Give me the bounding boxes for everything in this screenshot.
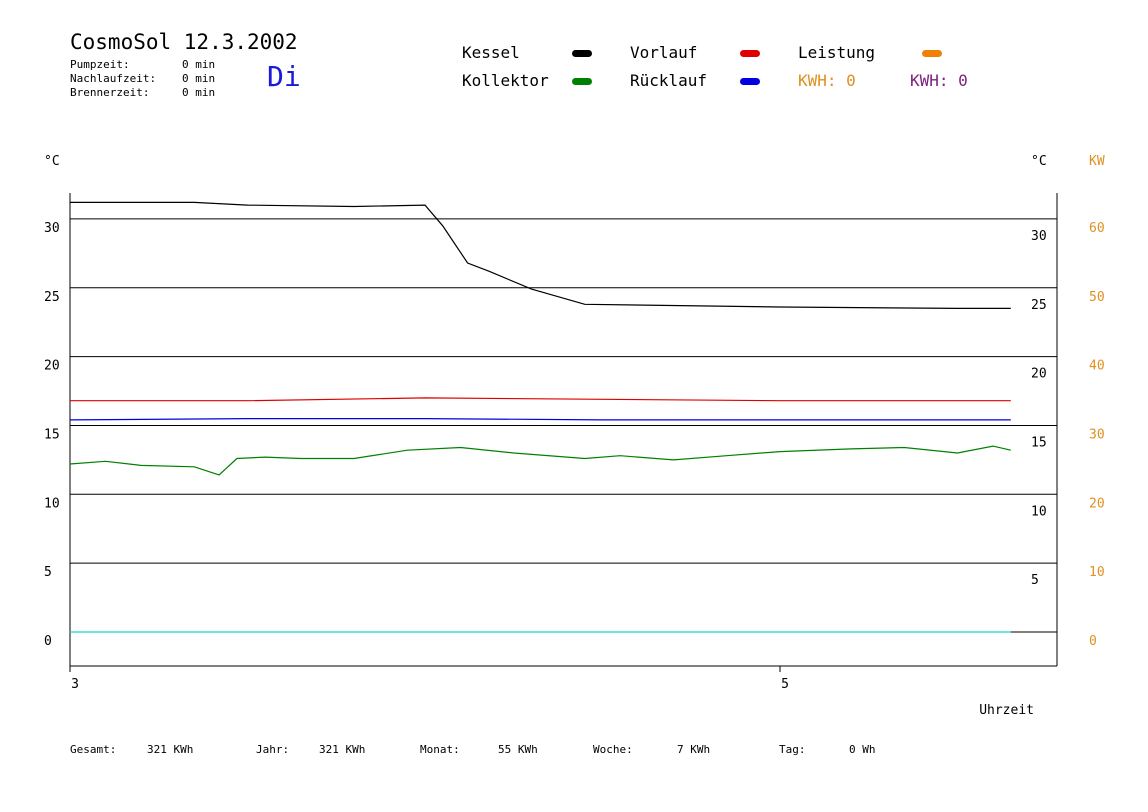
kw-tick-label: 20 — [1089, 496, 1105, 511]
kw-tick-label: 0 — [1089, 634, 1097, 649]
pumpzeit-value: 0 min — [182, 58, 216, 71]
y-tick-label-right: 10 — [1031, 504, 1047, 519]
legend-kwh-orange: KWH: 0 — [798, 71, 856, 90]
legend-kessel-label: Kessel — [462, 43, 520, 62]
footer-woche-value: 7 KWh — [677, 743, 711, 756]
y-tick-label-left: 30 — [44, 221, 60, 236]
pumpzeit-label: Pumpzeit: — [70, 58, 130, 71]
legend-ruecklauf-swatch — [740, 78, 760, 85]
footer-tag-label: Tag: — [779, 743, 806, 756]
footer-gesamt-label: Gesamt: — [70, 743, 117, 756]
legend-vorlauf-label: Vorlauf — [630, 43, 698, 62]
series-line-rcklauf — [69, 418, 1011, 421]
legend-kwh-purple: KWH: 0 — [910, 71, 968, 90]
y-tick-label-left: 15 — [44, 427, 60, 442]
kw-tick-label: 40 — [1089, 359, 1105, 374]
y-tick-label-right: 25 — [1031, 298, 1047, 313]
y-tick-label-right: 5 — [1031, 573, 1039, 588]
y-tick-label-left: 5 — [44, 565, 52, 580]
legend-leistung-label: Leistung — [798, 43, 876, 62]
legend-ruecklauf-label: Rücklauf — [630, 71, 708, 90]
page-title: CosmoSol 12.3.2002 — [70, 30, 298, 54]
y-tick-label-right: 15 — [1031, 435, 1047, 450]
x-tick-label: 3 — [71, 677, 79, 692]
y-tick-label-left: 20 — [44, 359, 60, 374]
kw-tick-label: 60 — [1089, 221, 1105, 236]
kw-tick-label: 10 — [1089, 565, 1105, 580]
brennerzeit-value: 0 min — [182, 86, 216, 99]
footer-monat-label: Monat: — [420, 743, 460, 756]
x-axis-label: Uhrzeit — [979, 703, 1034, 718]
kw-tick-label: 30 — [1089, 427, 1105, 442]
y-axis-unit-left: °C — [44, 154, 60, 169]
y-tick-label-left: 10 — [44, 496, 60, 511]
series-line-kessel — [70, 201, 1011, 309]
kw-tick-label: 50 — [1089, 290, 1105, 305]
footer-monat-value: 55 KWh — [498, 743, 538, 756]
y-tick-label-left: 0 — [44, 634, 52, 649]
legend-vorlauf-swatch — [740, 50, 760, 57]
footer-jahr-value: 321 KWh — [319, 743, 366, 756]
legend-leistung-swatch — [922, 50, 942, 57]
footer-woche-label: Woche: — [593, 743, 633, 756]
y-axis-unit-right: °C — [1031, 154, 1047, 169]
nachlaufzeit-value: 0 min — [182, 72, 216, 85]
legend-kessel-swatch — [572, 50, 592, 57]
footer-jahr-label: Jahr: — [256, 743, 290, 756]
brennerzeit-label: Brennerzeit: — [70, 86, 150, 99]
series-line-vorlauf — [70, 397, 1011, 402]
legend-kollektor-label: Kollektor — [462, 71, 549, 90]
y-tick-label-left: 25 — [44, 290, 60, 305]
kw-axis-unit: KW — [1089, 154, 1105, 169]
legend-kollektor-swatch — [572, 78, 592, 85]
footer-tag-value: 0 Wh — [849, 743, 876, 756]
y-tick-label-right: 30 — [1031, 229, 1047, 244]
series-line-kollektor — [69, 445, 1011, 476]
nachlaufzeit-label: Nachlaufzeit: — [70, 72, 157, 85]
weekday-label: Di — [267, 60, 301, 93]
footer-gesamt-value: 321 KWh — [147, 743, 194, 756]
x-tick-label: 5 — [781, 677, 789, 692]
y-tick-label-right: 20 — [1031, 367, 1047, 382]
